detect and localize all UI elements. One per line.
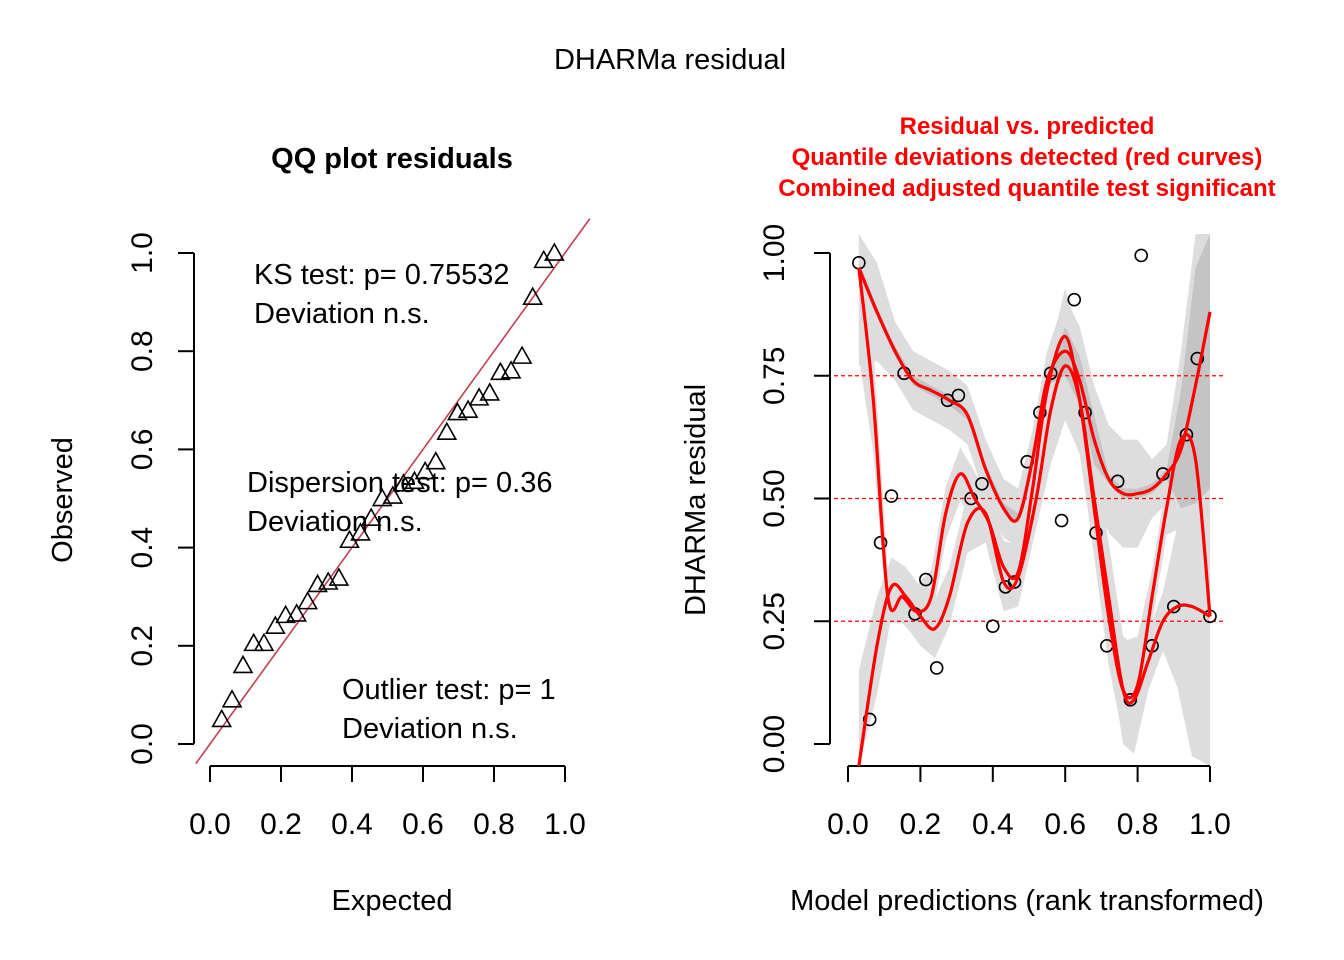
rp-x-tick-label: 0.8 (1117, 808, 1159, 841)
qq-x-tick-label: 0.4 (331, 808, 373, 841)
qq-axes: 0.0 0.2 0.4 0.6 0.8 1.0 0.0 0.2 0.4 0.6 0.8 1.0 (126, 232, 586, 841)
qq-point-triangle (264, 615, 286, 634)
figure-title: DHARMa residual (554, 44, 786, 76)
rp-axes: 0.0 0.2 0.4 0.6 0.8 1.0 0.00 0.25 0.50 0.75 1.00 (758, 224, 1231, 841)
qq-y-tick-label: 0.4 (126, 527, 159, 569)
qq-point-triangle (382, 485, 404, 504)
qq-reference-line (195, 218, 591, 765)
qq-point-triangle (360, 507, 382, 526)
rp-band-q75-inner (858, 234, 1210, 524)
qq-point-triangle (275, 604, 296, 624)
qq-x-tick-label: 0.8 (473, 808, 515, 841)
qq-y-tick-label: 0.6 (126, 429, 159, 471)
qq-point-triangle (479, 382, 501, 401)
qq-point-triangle (490, 361, 511, 381)
qq-plot-title: QQ plot residuals (271, 143, 513, 175)
qq-point-triangle (232, 654, 254, 674)
qq-point-triangle (468, 387, 490, 406)
qq-point-triangle (500, 360, 522, 379)
rp-point-circle (929, 661, 944, 675)
rp-point-circle (1123, 693, 1138, 707)
rp-point-circle (951, 388, 966, 403)
rp-y-tick-label: 1.00 (758, 224, 791, 282)
qq-point-triangle (243, 632, 265, 652)
qq-point-triangle (350, 522, 371, 541)
ks-deviation-label: Deviation n.s. (254, 298, 430, 330)
rp-point-circle (1190, 351, 1205, 366)
rp-y-tick-label: 0.25 (758, 592, 791, 650)
rp-point-circle (862, 712, 877, 727)
qq-x-tick-label: 1.0 (544, 808, 586, 841)
rp-x-tick-label: 0.0 (827, 808, 869, 841)
rp-title-line-1: Residual vs. predicted (900, 113, 1155, 140)
qq-point-triangle (253, 632, 275, 652)
rp-point-circle (1134, 248, 1149, 263)
rp-y-tick-label: 0.00 (758, 715, 791, 773)
rp-point-circle (884, 489, 899, 503)
rp-y-axis-title: DHARMa residual (680, 384, 712, 616)
ks-test-label: KS test: p= 0.75532 (254, 259, 510, 291)
rp-quantile-curve (857, 267, 1212, 523)
qq-point-triangle (543, 242, 565, 261)
rp-x-tick-label: 0.4 (972, 808, 1014, 841)
qq-y-tick-label: 0.0 (126, 723, 159, 765)
qq-reference-line-group (195, 218, 591, 765)
qq-x-axis-title: Expected (332, 885, 453, 917)
rp-point-circle (975, 476, 989, 491)
rp-point-circle (873, 535, 888, 550)
rp-title-line-3: Combined adjusted quantile test signific… (778, 175, 1275, 202)
qq-point-triangle (414, 460, 436, 480)
outlier-test-label: Outlier test: p= 1 (342, 674, 556, 706)
rp-x-axis-title: Model predictions (rank transformed) (790, 885, 1264, 917)
qq-point-triangle (221, 689, 243, 708)
qq-x-tick-label: 0.2 (260, 808, 302, 841)
dispersion-deviation-label: Deviation n.s. (247, 506, 423, 538)
qq-points (211, 242, 565, 728)
qq-annotations: KS test: p= 0.75532 Deviation n.s. Dispe… (247, 259, 556, 745)
rp-point-circle (1054, 513, 1069, 528)
qq-y-tick-label: 1.0 (126, 232, 159, 274)
rp-point-circle (985, 619, 1000, 633)
qq-y-tick-label: 0.2 (126, 625, 159, 667)
rp-title-line-2: Quantile deviations detected (red curves… (792, 144, 1263, 171)
rp-x-tick-label: 0.6 (1044, 808, 1086, 841)
rp-point-circle (940, 393, 955, 408)
rp-x-tick-label: 1.0 (1189, 808, 1231, 841)
qq-point-triangle (522, 286, 544, 306)
qq-y-tick-label: 0.8 (126, 330, 159, 372)
rp-y-tick-label: 0.50 (758, 469, 791, 527)
qq-plot-panel: QQ plot residuals 0.0 0.2 0.4 0.6 0.8 1.00.00… (47, 143, 591, 917)
rp-y-tick-label: 0.75 (758, 347, 791, 405)
dispersion-test-label: Dispersion test: p= 0.36 (247, 467, 552, 499)
qq-point-triangle (211, 708, 233, 728)
residual-vs-predicted-panel: Residual vs. predicted Quantile deviatio… (680, 113, 1276, 917)
qq-point-triangle (404, 470, 425, 490)
qq-x-tick-label: 0.0 (189, 808, 231, 841)
rp-point-circle (1067, 292, 1082, 307)
qq-point-triangle (328, 567, 350, 586)
qq-x-tick-label: 0.6 (402, 808, 444, 841)
qq-point-triangle (511, 345, 533, 364)
rp-band-q75 (858, 234, 1210, 553)
qq-point-triangle (297, 590, 318, 610)
qq-point-triangle (436, 421, 458, 441)
outlier-deviation-label: Deviation n.s. (342, 713, 518, 745)
rp-quantile-curve (857, 267, 1212, 700)
qq-point-triangle (425, 451, 447, 470)
rp-quantile-curves (857, 267, 1212, 767)
qq-point-triangle (286, 603, 307, 622)
qq-point-triangle (457, 399, 479, 418)
rp-x-tick-label: 0.2 (900, 808, 942, 841)
qq-y-axis-title: Observed (47, 437, 79, 563)
rp-point-circle (919, 572, 933, 587)
